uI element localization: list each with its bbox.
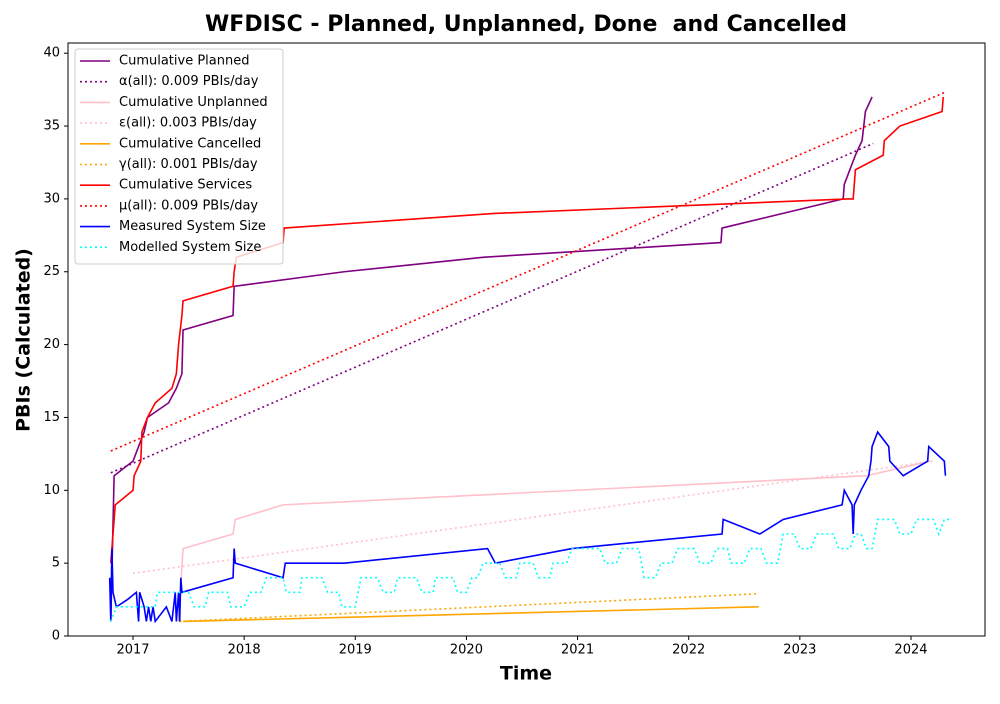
x-tick-label: 2019: [339, 643, 372, 658]
x-tick-label: 2022: [672, 643, 705, 658]
y-tick-label: 10: [43, 483, 60, 498]
legend-label: Modelled System Size: [119, 240, 261, 255]
legend-label: α(all): 0.009 PBIs/day: [119, 74, 259, 89]
x-tick-label: 2020: [450, 643, 483, 658]
y-tick-label: 40: [43, 46, 60, 61]
series-line: [177, 460, 931, 622]
y-tick-label: 15: [43, 410, 60, 425]
x-tick-label: 2023: [783, 643, 816, 658]
legend: Cumulative Planned α(all): 0.009 PBIs/day…: [74, 48, 284, 265]
legend-label: γ(all): 0.001 PBIs/day: [119, 157, 258, 172]
y-tick-label: 0: [52, 629, 60, 644]
legend-label: Cumulative Services: [119, 178, 252, 193]
series-line: [183, 606, 759, 623]
y-tick-label: 5: [52, 556, 60, 571]
x-tick-label: 2017: [116, 643, 149, 658]
legend-label: μ(all): 0.009 PBIs/day: [119, 198, 258, 213]
y-tick-label: 20: [43, 337, 60, 352]
series-line: [110, 142, 874, 474]
legend-label: ε(all): 0.003 PBIs/day: [119, 116, 257, 131]
series-line: [108, 430, 947, 624]
x-tick-label: 2021: [561, 643, 594, 658]
y-axis-label: PBIs (Calculated): [13, 248, 35, 432]
chart-title: WFDISC - Planned, Unplanned, Done and Ca…: [205, 12, 847, 37]
x-axis-label: Time: [500, 663, 552, 685]
y-tick-label: 30: [43, 191, 60, 206]
x-tick-label: 2018: [228, 643, 261, 658]
series-line: [110, 91, 945, 452]
y-tick-label: 35: [43, 119, 60, 134]
legend-box: [74, 48, 284, 265]
series-line: [110, 518, 950, 622]
legend-label: Measured System Size: [119, 219, 266, 234]
x-tick-label: 2024: [894, 643, 927, 658]
series-line: [109, 96, 945, 564]
legend-label: Cumulative Planned: [119, 54, 249, 69]
legend-label: Cumulative Cancelled: [119, 136, 261, 151]
y-tick-label: 25: [43, 264, 60, 279]
series-line: [179, 592, 759, 623]
legend-label: Cumulative Unplanned: [119, 95, 268, 110]
plot-frame: [67, 42, 986, 637]
